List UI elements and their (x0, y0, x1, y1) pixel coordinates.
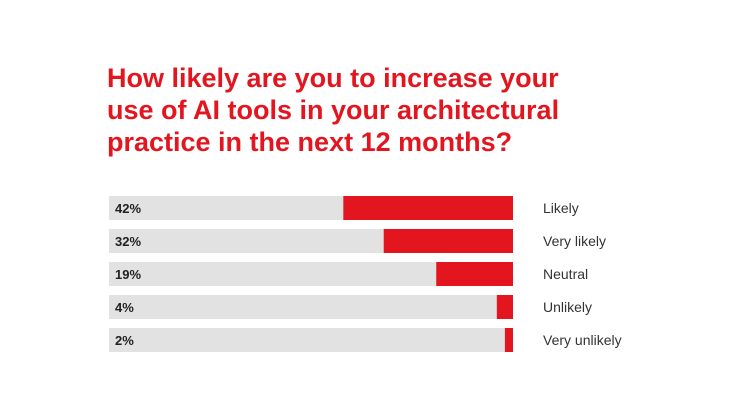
chart-title-line-2: use of AI tools in your architectural (107, 95, 560, 125)
value-label-4: 2% (115, 333, 134, 348)
bar-track-3 (109, 295, 513, 319)
category-label-4: Very unlikely (543, 332, 622, 348)
bar-unlikely (496, 295, 513, 319)
bar-track-4 (109, 328, 513, 352)
chart-title-line-1: How likely are you to increase your (107, 63, 559, 93)
bar-neutral (436, 262, 513, 286)
value-label-1: 32% (115, 234, 141, 249)
bar-very-unlikely (504, 328, 513, 352)
category-label-2: Neutral (543, 266, 588, 282)
category-label-3: Unlikely (543, 299, 592, 315)
bar-very-likely (383, 229, 513, 253)
chart-title: How likely are you to increase your use … (107, 62, 667, 158)
value-label-3: 4% (115, 300, 134, 315)
category-label-1: Very likely (543, 233, 606, 249)
category-label-0: Likely (543, 200, 579, 216)
value-label-2: 19% (115, 267, 141, 282)
bar-likely (343, 196, 513, 220)
chart-title-line-3: practice in the next 12 months? (107, 127, 513, 157)
value-label-0: 42% (115, 201, 141, 216)
